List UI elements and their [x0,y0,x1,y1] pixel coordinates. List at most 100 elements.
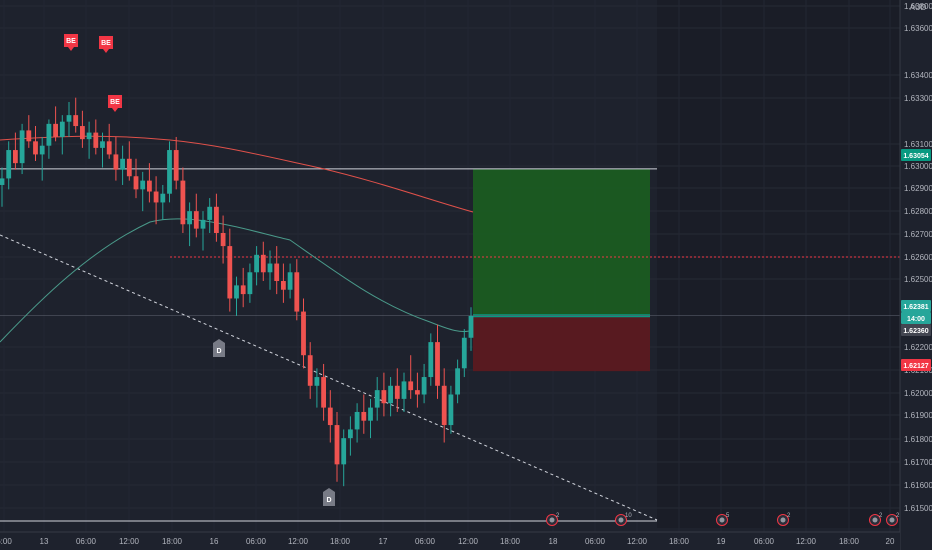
dividend-label: D [216,348,221,355]
future-zone [657,0,900,528]
x-tick-label: 19 [717,537,726,546]
event-badge[interactable] [64,34,78,51]
time-axis-bg[interactable] [0,532,900,550]
y-tick-label: 1.63800 [904,2,932,11]
x-tick-label: 18:00 [162,537,183,546]
trendline[interactable] [0,234,658,521]
candle-body [106,141,112,155]
price-tag-label: 14:00 [907,316,925,323]
price-tag[interactable] [901,312,931,324]
earnings-marker-icon [872,517,878,523]
y-tick-label: 1.61700 [904,458,932,467]
earnings-marker-icon [618,517,624,523]
x-tick-label: 6:00 [0,537,12,546]
x-tick-label: 20 [886,537,895,546]
price-tag-label: 1.63054 [903,153,928,160]
candle-body [147,180,152,192]
candle-body [0,178,5,185]
candle-body [401,381,407,399]
candle-body [394,385,400,399]
candle-body [53,123,58,137]
y-tick-label: 1.63300 [904,94,932,103]
earnings-marker-icon [780,517,786,523]
x-tick-label: 06:00 [754,537,775,546]
y-tick-label: 1.62700 [904,230,932,239]
y-tick-label: 1.63000 [904,162,932,171]
y-tick-label: 1.63600 [904,24,932,33]
y-tick-label: 1.61500 [904,504,932,513]
x-tick-label: 06:00 [585,537,606,546]
candle-body [240,285,246,295]
loss-zone[interactable] [473,315,650,372]
candle-body [46,123,52,146]
currency-label: AUD [910,3,927,12]
event-badge-label: BE [110,99,120,106]
candle-body [133,176,139,190]
candle-body [59,121,65,137]
earnings-count: 2 [556,513,560,519]
event-badge-label: BE [101,40,111,47]
candle-body [260,254,266,273]
y-tick-label: 1.61600 [904,481,932,490]
candle-body [153,191,159,203]
dividend-marker[interactable] [213,339,225,357]
candle-body [334,425,340,465]
candle-body [26,130,32,142]
dividend-label: D [326,497,331,504]
y-tick-label: 1.62000 [904,389,932,398]
ma-fast-line [0,218,474,343]
price-tags: 1.63054 1.62381 14:00 1.62360 1.62127 [901,149,931,371]
earnings-count: 5 [726,513,730,519]
earnings-marker-icon [549,517,555,523]
price-tag[interactable] [901,324,931,336]
x-tick-label: 18:00 [500,537,521,546]
candles [0,97,474,487]
candle-body [448,394,454,426]
candle-body [301,311,306,356]
y-tick-label: 1.61800 [904,435,932,444]
x-tick-label: 18:00 [330,537,351,546]
candle-body [167,150,172,194]
candle-body [200,219,206,229]
candle-body [348,429,353,439]
position-zones [473,168,650,372]
price-tag[interactable] [901,359,931,371]
candle-body [66,115,72,122]
candle-body [126,158,132,177]
candle-body [180,180,186,225]
event-badge-label: BE [66,38,76,45]
candle-body [214,206,219,233]
candle-body [13,150,18,164]
candle-body [294,272,300,312]
candle-body [361,411,367,421]
earnings-count: 2 [879,513,883,519]
candle-body [6,150,12,179]
price-axis-bg[interactable] [900,0,932,550]
candle-body [247,272,253,295]
candle-body [207,206,213,220]
candle-body [421,377,427,395]
x-tick-label: 16 [210,537,219,546]
y-tick-label: 1.63400 [904,71,932,80]
event-badge[interactable] [108,95,122,112]
price-tag-label: 1.62381 [903,304,928,311]
earnings-marker-icon [889,517,895,523]
event-badge[interactable] [99,36,113,53]
candle-body [93,132,99,148]
y-tick-label: 1.61900 [904,411,932,420]
x-tick-label: 12:00 [796,537,817,546]
x-tick-label: 12:00 [119,537,140,546]
candle-body [287,272,293,290]
earnings-count: 2 [896,513,900,519]
candle-body [193,211,199,229]
candle-body [354,411,360,430]
price-tag[interactable] [901,149,931,161]
candle-body [19,130,25,164]
dividend-marker[interactable] [323,488,335,506]
x-tick-label: 18:00 [839,537,860,546]
profit-zone[interactable] [473,168,650,316]
price-tag[interactable] [901,300,931,312]
candle-body [341,438,347,465]
